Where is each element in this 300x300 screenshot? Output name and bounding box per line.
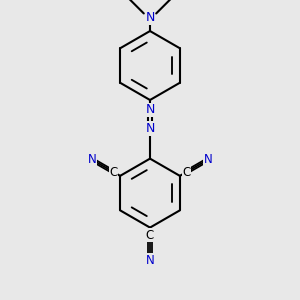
- Text: N: N: [204, 153, 212, 166]
- Text: C: C: [182, 166, 190, 178]
- Text: C: C: [146, 229, 154, 242]
- Text: N: N: [145, 122, 155, 135]
- Text: N: N: [88, 153, 96, 166]
- Text: N: N: [145, 103, 155, 116]
- Text: N: N: [145, 11, 155, 24]
- Text: N: N: [146, 254, 154, 266]
- Text: C: C: [110, 166, 118, 178]
